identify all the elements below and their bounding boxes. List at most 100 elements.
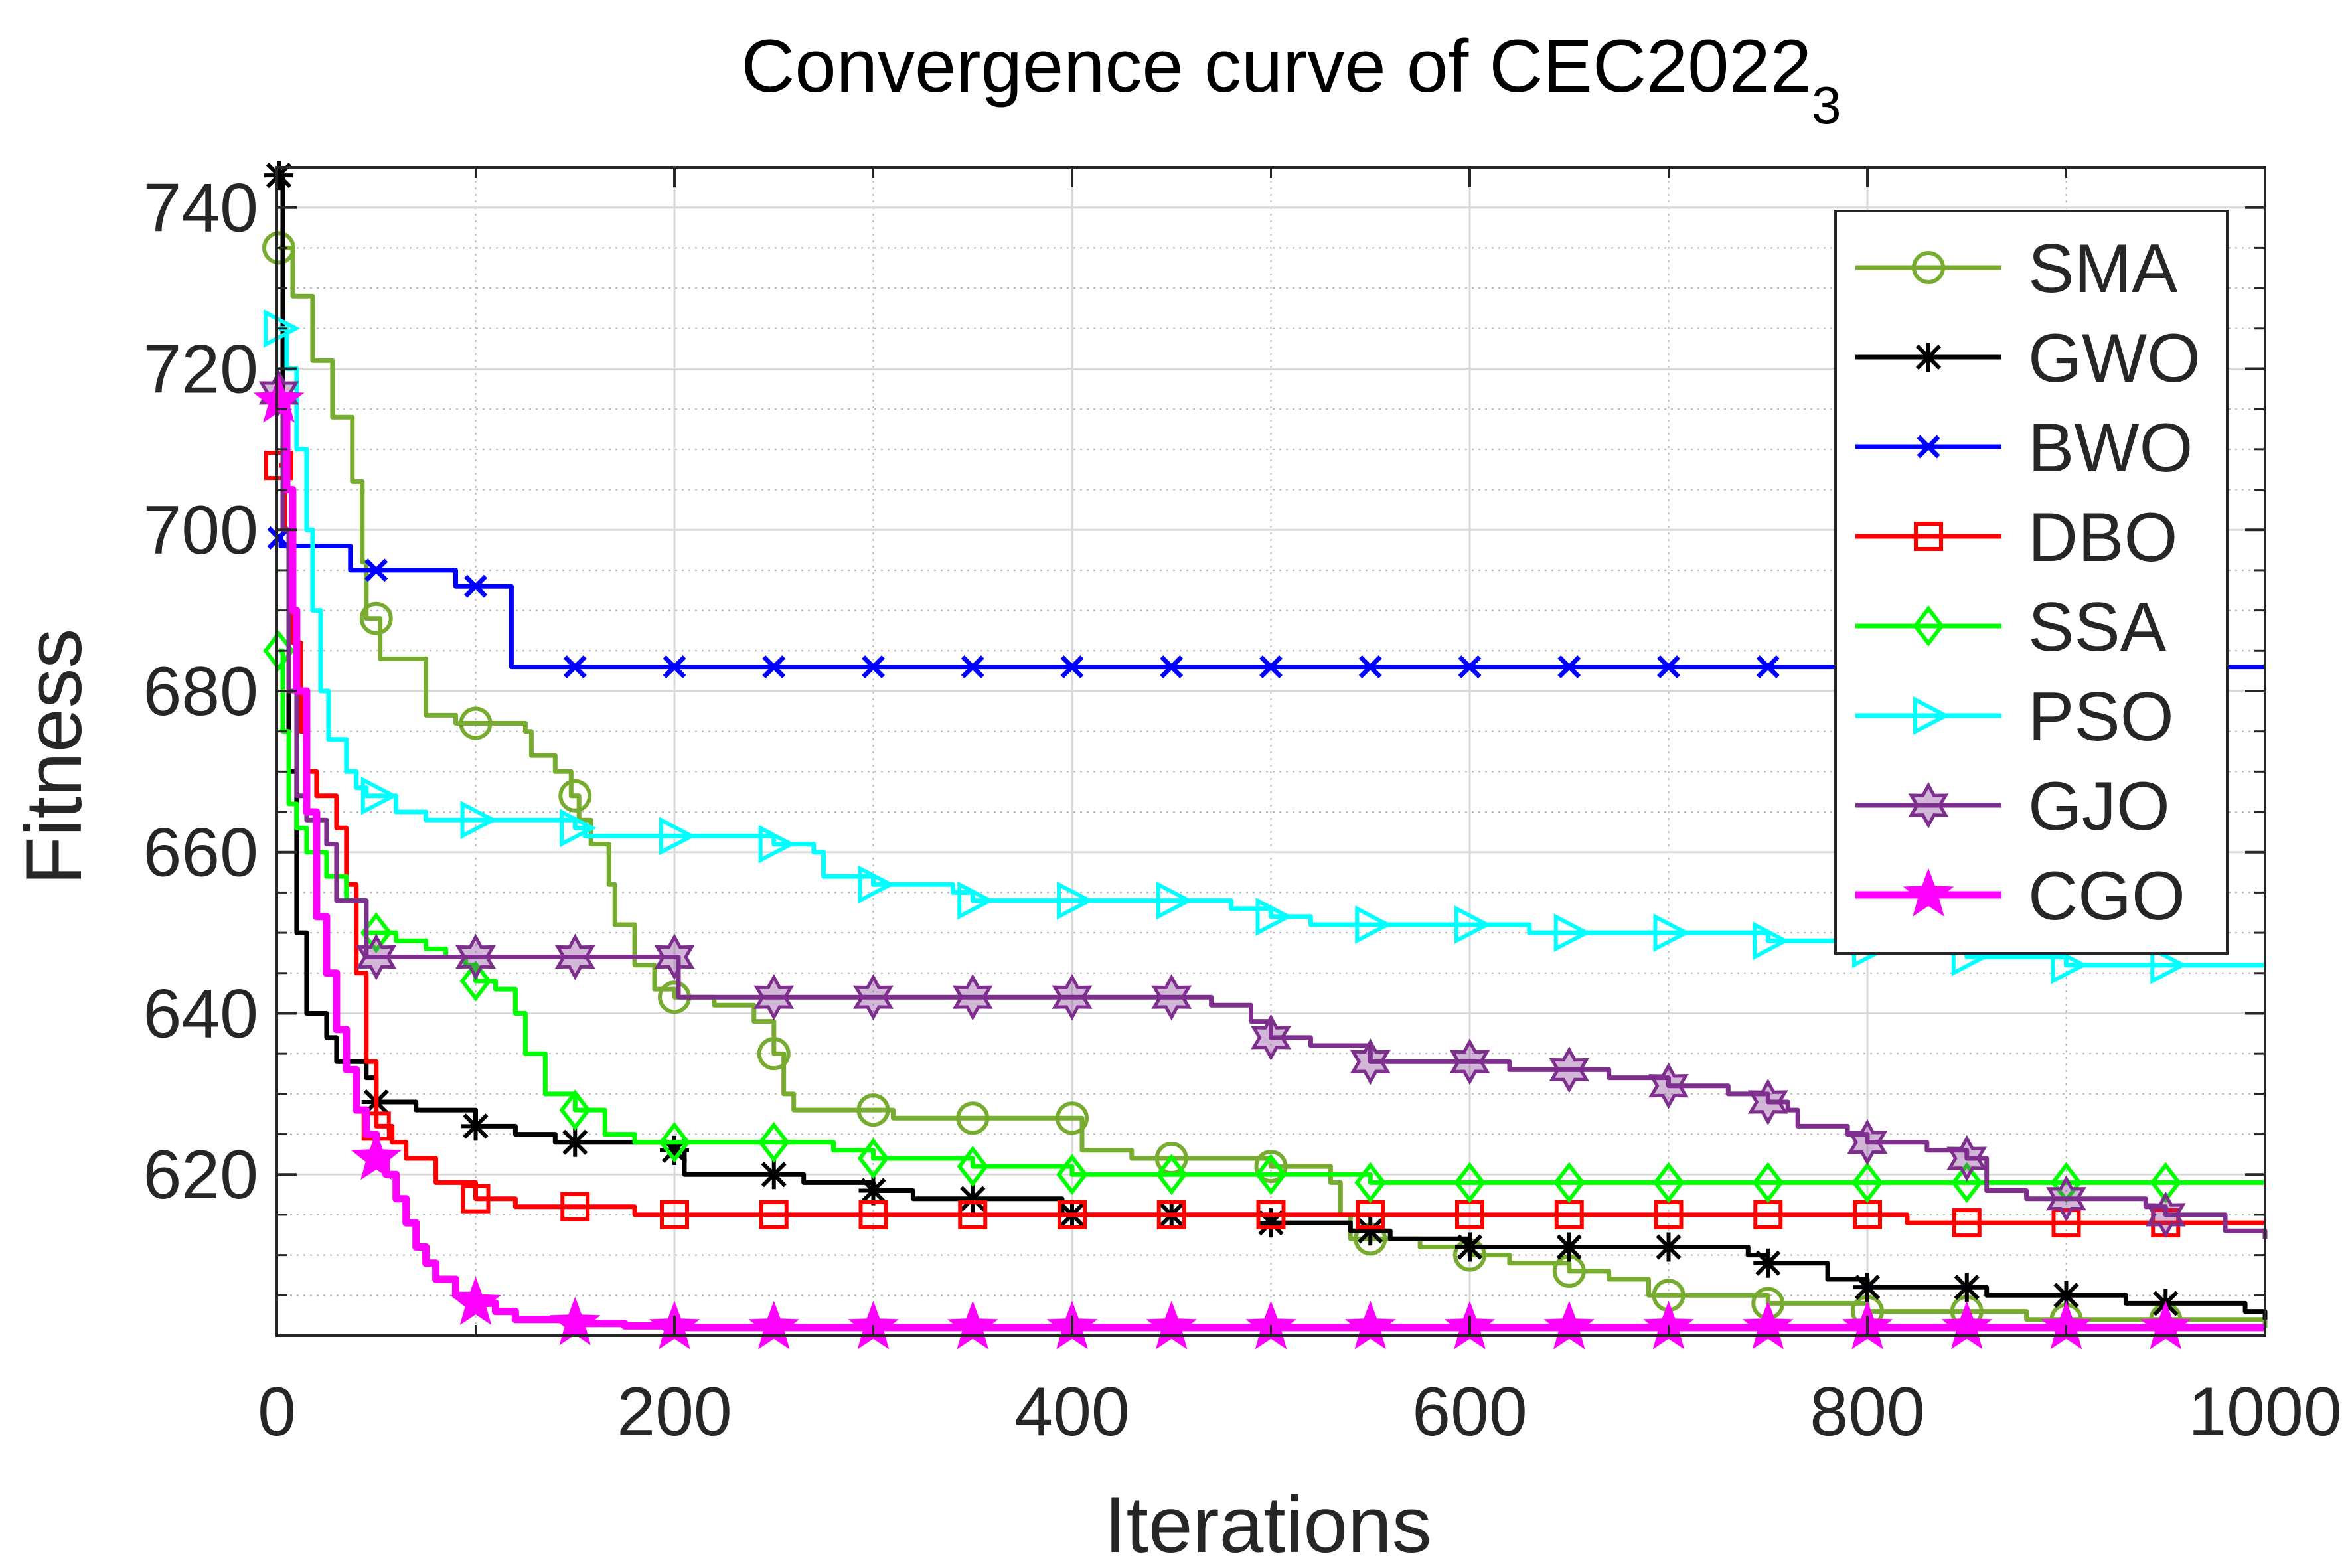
data-point-dbo — [660, 1200, 689, 1229]
data-point-dbo — [1156, 1200, 1186, 1229]
data-point-sma — [359, 601, 393, 635]
data-point-bwo — [862, 655, 885, 679]
y-tick-label: 640 — [143, 975, 258, 1052]
data-point-ssa — [2150, 1162, 2182, 1204]
legend-marker-pso — [1913, 696, 1950, 735]
chart-title-main: Convergence curve of CEC2022 — [742, 25, 1812, 108]
legend-marker-dbo — [1914, 522, 1943, 551]
data-point-cgo — [1543, 1300, 1595, 1350]
series-layer — [253, 161, 2268, 1350]
x-tick-label: 400 — [1014, 1373, 1130, 1450]
chart-title: Convergence curve of CEC20223 — [742, 25, 1842, 135]
data-point-cgo — [549, 1296, 601, 1346]
data-point-gwo — [1554, 1232, 1584, 1262]
data-point-pso — [659, 817, 696, 856]
legend-label-sma: SMA — [2028, 230, 2178, 307]
data-point-gjo — [1747, 1078, 1788, 1126]
legend-label-gjo: GJO — [2028, 768, 2170, 845]
chart-title-subscript: 3 — [1812, 76, 1842, 135]
data-point-bwo — [1756, 655, 1780, 679]
legend-item-pso: PSO — [1855, 678, 2174, 755]
data-point-pso — [2051, 945, 2088, 984]
data-point-dbo — [2051, 1208, 2081, 1238]
y-tick-label: 680 — [143, 653, 258, 730]
data-point-gwo — [1256, 1208, 1286, 1238]
data-point-sma — [1254, 1150, 1288, 1184]
y-tick-label: 620 — [143, 1137, 258, 1214]
data-point-ssa — [559, 1089, 591, 1131]
legend-label-cgo: CGO — [2028, 858, 2185, 935]
data-point-gjo — [1052, 974, 1093, 1021]
data-point-gwo — [1356, 1216, 1385, 1246]
data-point-dbo — [759, 1200, 789, 1229]
data-point-gjo — [1946, 1135, 1988, 1182]
data-point-pso — [1653, 913, 1690, 953]
data-point-cgo — [1941, 1300, 1993, 1350]
legend-item-gwo: GWO — [1855, 320, 2201, 397]
data-point-pso — [1454, 905, 1492, 944]
data-point-gjo — [853, 974, 894, 1021]
data-point-ssa — [1155, 1154, 1188, 1196]
legend-item-ssa: SSA — [1855, 589, 2167, 666]
data-point-ssa — [957, 1146, 989, 1188]
data-point-dbo — [1256, 1200, 1286, 1229]
data-point-pso — [957, 881, 994, 920]
data-point-cgo — [947, 1300, 998, 1350]
data-point-sma — [262, 231, 295, 265]
data-point-ssa — [459, 961, 492, 1002]
y-tick-label: 700 — [143, 492, 258, 569]
data-point-gwo — [660, 1135, 689, 1165]
x-tick-label: 200 — [617, 1373, 732, 1450]
data-point-bwo — [464, 574, 487, 598]
data-point-ssa — [659, 1121, 690, 1163]
data-point-bwo — [1358, 655, 1382, 679]
data-point-gjo — [1549, 1046, 1590, 1093]
data-point-dbo — [264, 451, 293, 481]
series-ssa — [263, 630, 2265, 1204]
legend-label-gwo: GWO — [2028, 320, 2201, 397]
data-point-sma — [757, 1037, 791, 1071]
data-point-pso — [758, 824, 796, 864]
data-point-ssa — [857, 1138, 890, 1179]
legend: SMA GWO BWO DBO SSA PSO GJO CGO — [1834, 210, 2229, 955]
data-point-pso — [858, 865, 895, 904]
data-point-dbo — [560, 1192, 590, 1221]
data-point-gwo — [1455, 1232, 1484, 1262]
data-point-gjo — [554, 933, 595, 980]
data-point-pso — [2150, 945, 2187, 984]
axes-frame — [275, 166, 2266, 1337]
y-tick-label: 660 — [143, 815, 258, 892]
data-point-dbo — [1058, 1200, 1087, 1229]
legend-box — [1834, 210, 2229, 955]
series-line-gjo — [279, 390, 2268, 1239]
legend-marker-ssa — [1913, 605, 1944, 647]
data-point-gwo — [264, 161, 293, 191]
data-point-gjo — [952, 974, 993, 1021]
data-point-gjo — [1847, 1119, 1888, 1166]
data-point-gjo — [356, 933, 397, 980]
data-point-pso — [1753, 921, 1790, 961]
legend-marker-sma — [1912, 251, 1945, 284]
data-point-bwo — [1557, 655, 1581, 679]
legend-label-ssa: SSA — [2028, 589, 2167, 666]
data-point-bwo — [1259, 655, 1283, 679]
data-point-pso — [263, 309, 301, 348]
data-point-gjo — [753, 974, 795, 1021]
data-point-cgo — [1742, 1300, 1794, 1350]
data-point-dbo — [858, 1200, 888, 1229]
data-point-bwo — [663, 655, 686, 679]
data-point-dbo — [461, 1184, 491, 1214]
data-point-pso — [1553, 913, 1591, 953]
series-line-ssa — [279, 648, 2265, 1185]
data-point-gjo — [654, 933, 695, 980]
data-point-gwo — [1753, 1248, 1783, 1278]
data-point-ssa — [1454, 1162, 1486, 1204]
data-point-ssa — [1752, 1162, 1784, 1204]
x-axis-label: Iterations — [1104, 1480, 1432, 1568]
data-point-bwo — [1060, 655, 1084, 679]
x-tick-label: 1000 — [2188, 1373, 2341, 1450]
data-point-gwo — [958, 1184, 988, 1214]
data-point-pso — [1355, 905, 1392, 944]
legend-item-gjo: GJO — [1855, 768, 2170, 845]
